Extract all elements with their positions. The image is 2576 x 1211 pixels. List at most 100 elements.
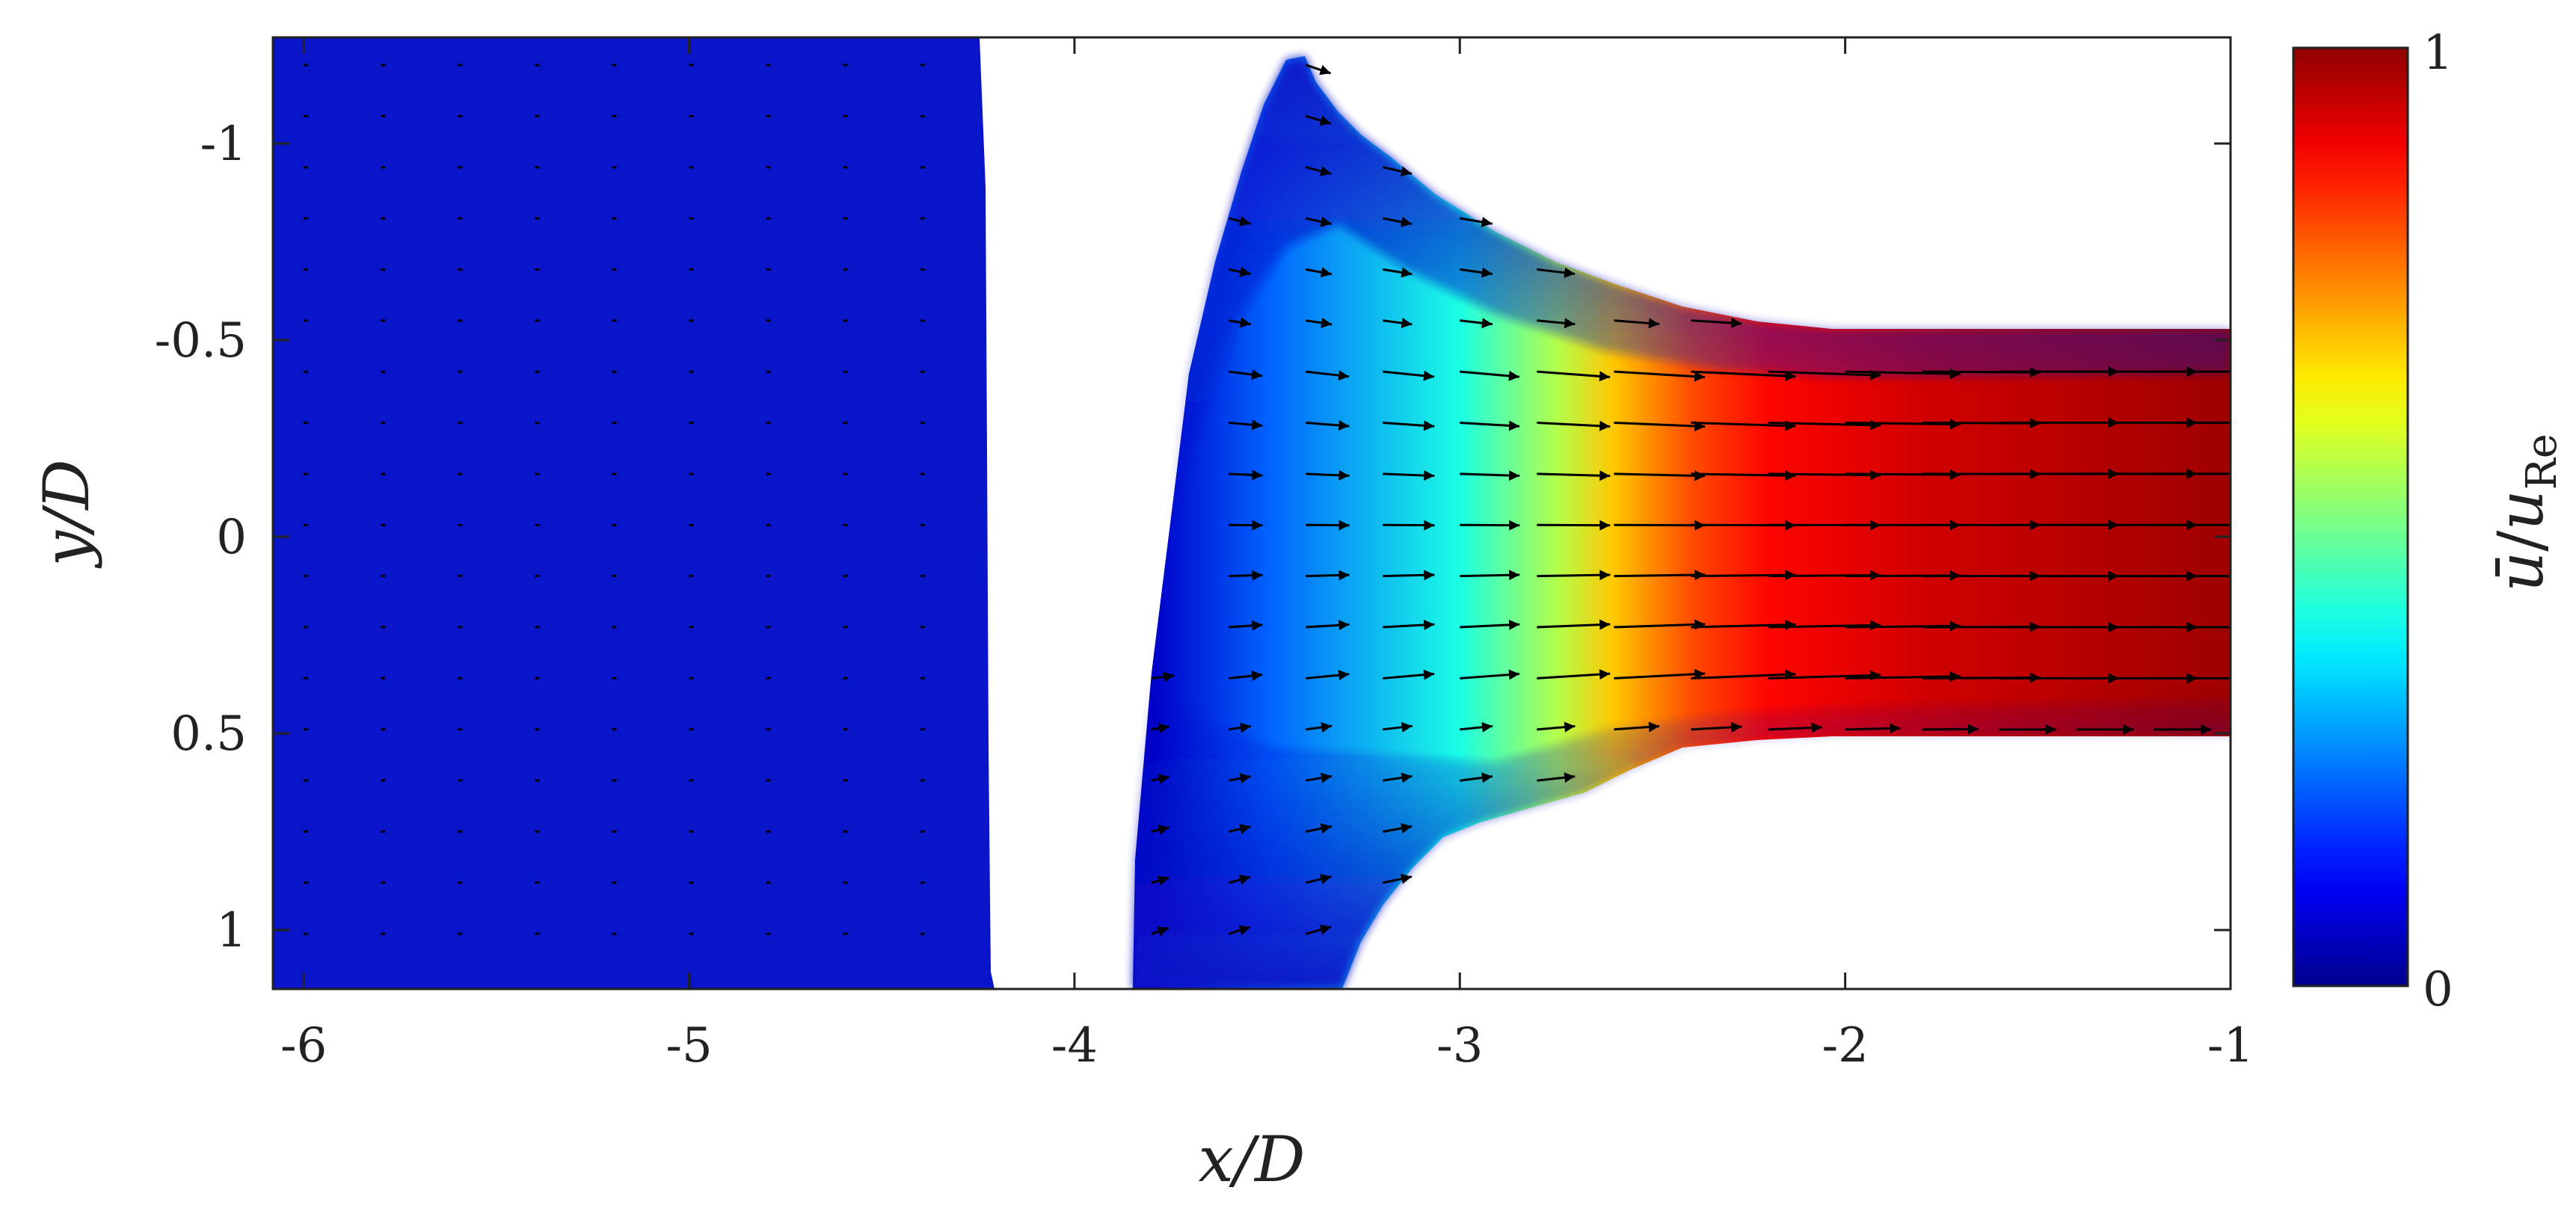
velocity-arrowhead [1239,266,1251,277]
colorbar-bar [2292,46,2409,987]
plot-area [273,37,2276,989]
velocity-arrowhead [1251,419,1263,431]
velocity-arrowhead [1599,669,1611,680]
velocity-arrowhead [1338,620,1350,631]
velocity-arrowhead [1400,166,1412,177]
velocity-arrowhead [2266,469,2276,479]
velocity-arrowhead [2266,673,2276,683]
velocity-arrowhead [1564,267,1576,278]
velocity-arrowhead [1424,570,1435,581]
velocity-vector [1537,523,1611,527]
velocity-arrowhead [1157,875,1169,886]
y-tick-label: 1 [216,903,247,958]
velocity-arrowhead [1785,371,1796,382]
velocity-arrowhead [2266,571,2276,582]
velocity-arrowhead [1252,520,1263,531]
velocity-arrowhead [1481,721,1493,733]
y-axis: -1 -0.5 0 0.5 1 [155,117,2231,958]
velocity-arrowhead [1423,669,1435,680]
velocity-arrowhead [1320,216,1332,227]
x-axis: -6 -5 -4 -3 -2 -1 [280,37,2254,1073]
y-axis-label: y/D [30,459,103,569]
velocity-arrowhead [1401,318,1413,329]
velocity-arrowhead [1599,570,1611,581]
velocity-vector [1614,523,1706,527]
velocity-arrowhead [1423,370,1435,381]
velocity-arrowhead [1401,823,1413,833]
velocity-arrowhead [1648,318,1660,329]
velocity-vector [1768,623,1881,629]
velocity-arrowhead [1509,570,1520,581]
velocity-arrowhead [1694,668,1706,680]
velocity-arrowhead [1338,520,1350,531]
velocity-arrowhead [1481,217,1493,227]
x-tick-label: -3 [1436,1018,1483,1073]
velocity-arrowhead [1424,520,1435,531]
velocity-arrowhead [1509,520,1520,531]
velocity-arrowhead [1599,420,1611,431]
velocity-vector [1614,573,1706,578]
velocity-arrowhead [1239,824,1251,834]
velocity-arrowhead [1239,317,1251,328]
y-tick-label: -1 [200,117,247,172]
velocity-vector [1691,370,1796,378]
colorbar-label-main: u [2484,552,2557,592]
velocity-vector [1614,472,1706,478]
velocity-arrowhead [1251,671,1263,681]
velocity-arrowhead [1239,773,1251,784]
velocity-arrowhead [1401,267,1413,278]
velocity-arrowhead [1157,926,1169,937]
velocity-arrowhead [1564,772,1576,783]
velocity-arrowhead [1238,925,1250,936]
velocity-arrowhead [1252,469,1263,481]
x-tick-label: -6 [280,1018,327,1073]
velocity-vector [1768,422,1881,427]
velocity-vector [1614,370,1706,378]
velocity-arrowhead [1694,371,1706,382]
velocity-arrowhead [1338,370,1350,381]
velocity-vector [1614,672,1706,680]
velocity-arrowhead [1508,669,1520,680]
velocity-arrowhead [1319,64,1331,76]
velocity-arrowhead [1481,772,1493,783]
velocity-arrowhead [1423,620,1435,631]
velocity-arrowhead [1240,722,1251,733]
velocity-arrowhead [1599,371,1611,382]
velocity-vector [1691,623,1796,629]
velocity-arrowhead [1564,721,1576,733]
velocity-arrowhead [1481,267,1493,278]
velocity-vector [1537,422,1611,428]
velocity-arrowhead [1599,470,1611,481]
velocity-arrowhead [1648,721,1660,733]
velocity-arrowhead [2123,724,2134,735]
x-tick-label: -5 [665,1018,712,1073]
velocity-vector [1537,623,1611,629]
colorbar-tick-min: 0 [2423,962,2453,1017]
velocity-vector [1537,573,1611,578]
velocity-vector [1691,673,1796,680]
velocity-vector [1845,370,1961,375]
velocity-arrowhead [1320,166,1332,176]
velocity-arrowhead [1158,723,1169,734]
velocity-vectors [304,64,2276,937]
velocity-arrowhead [1338,670,1350,681]
velocity-vector [1537,672,1611,680]
velocity-arrowhead [1481,318,1493,329]
jet-upper-shear-edge [1166,56,2231,538]
velocity-arrowhead [2266,418,2276,428]
velocity-vector [1845,422,1961,426]
velocity-arrowhead [2201,724,2212,735]
x-tick-label: -1 [2207,1018,2254,1073]
field-upstream-region [273,37,995,989]
velocity-arrowhead [1338,570,1350,581]
colorbar: 1 0 ū/uRe [2292,25,2566,1017]
velocity-vector [1614,623,1706,629]
velocity-arrowhead [1320,823,1332,834]
velocity-arrowhead [2266,622,2276,632]
velocity-arrowhead [1252,570,1263,581]
colorbar-tick-max: 1 [2423,25,2453,81]
velocity-vector [1691,422,1796,428]
velocity-arrowhead [1338,420,1350,431]
velocity-arrowhead [1401,772,1413,783]
